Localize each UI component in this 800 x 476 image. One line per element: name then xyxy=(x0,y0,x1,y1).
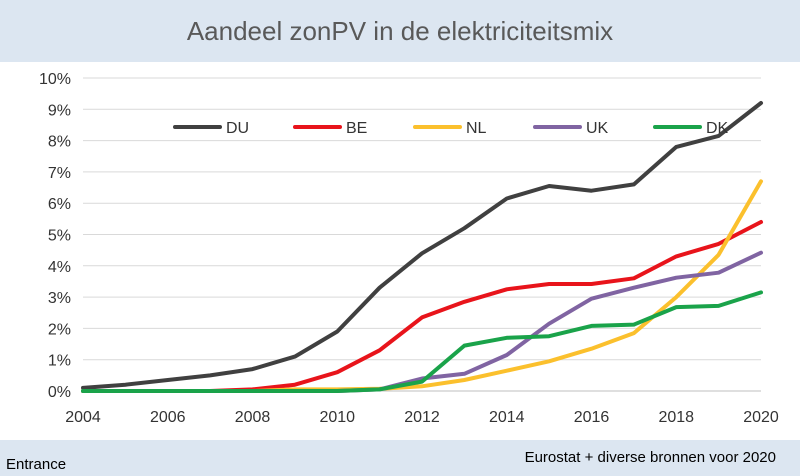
y-tick-label: 5% xyxy=(48,228,71,245)
x-tick-label: 2020 xyxy=(743,409,779,426)
x-tick-label: 2006 xyxy=(150,409,186,426)
legend-label-du: DU xyxy=(226,120,249,137)
footer-source-text: Eurostat + diverse bronnen voor 2020 xyxy=(524,449,776,466)
y-tick-label: 7% xyxy=(48,165,71,182)
legend-label-be: BE xyxy=(346,120,367,137)
x-tick-label: 2010 xyxy=(319,409,355,426)
series-line-dk xyxy=(81,290,763,393)
series-line-uk xyxy=(81,250,763,393)
x-tick-label: 2018 xyxy=(658,409,694,426)
y-tick-label: 2% xyxy=(48,321,71,338)
x-tick-label: 2008 xyxy=(235,409,271,426)
y-tick-label: 0% xyxy=(48,384,71,401)
y-tick-label: 1% xyxy=(48,353,71,370)
x-tick-label: 2014 xyxy=(489,409,525,426)
legend-label-uk: UK xyxy=(586,120,609,137)
footer-left-text: Entrance xyxy=(6,456,67,473)
y-tick-label: 8% xyxy=(48,134,71,151)
legend-label-dk: DK xyxy=(706,120,729,137)
x-tick-label: 2012 xyxy=(404,409,440,426)
y-tick-label: 4% xyxy=(48,259,71,276)
y-tick-label: 9% xyxy=(48,102,71,119)
y-tick-label: 3% xyxy=(48,290,71,307)
legend-label-nl: NL xyxy=(466,120,487,137)
series-line-be xyxy=(81,220,763,393)
x-tick-label: 2016 xyxy=(574,409,610,426)
y-tick-label: 6% xyxy=(48,196,71,213)
y-tick-label: 10% xyxy=(39,71,71,88)
x-tick-label: 2004 xyxy=(65,409,101,426)
chart-title: Aandeel zonPV in de elektriciteitsmix xyxy=(186,16,614,46)
series-line-du xyxy=(81,101,763,390)
